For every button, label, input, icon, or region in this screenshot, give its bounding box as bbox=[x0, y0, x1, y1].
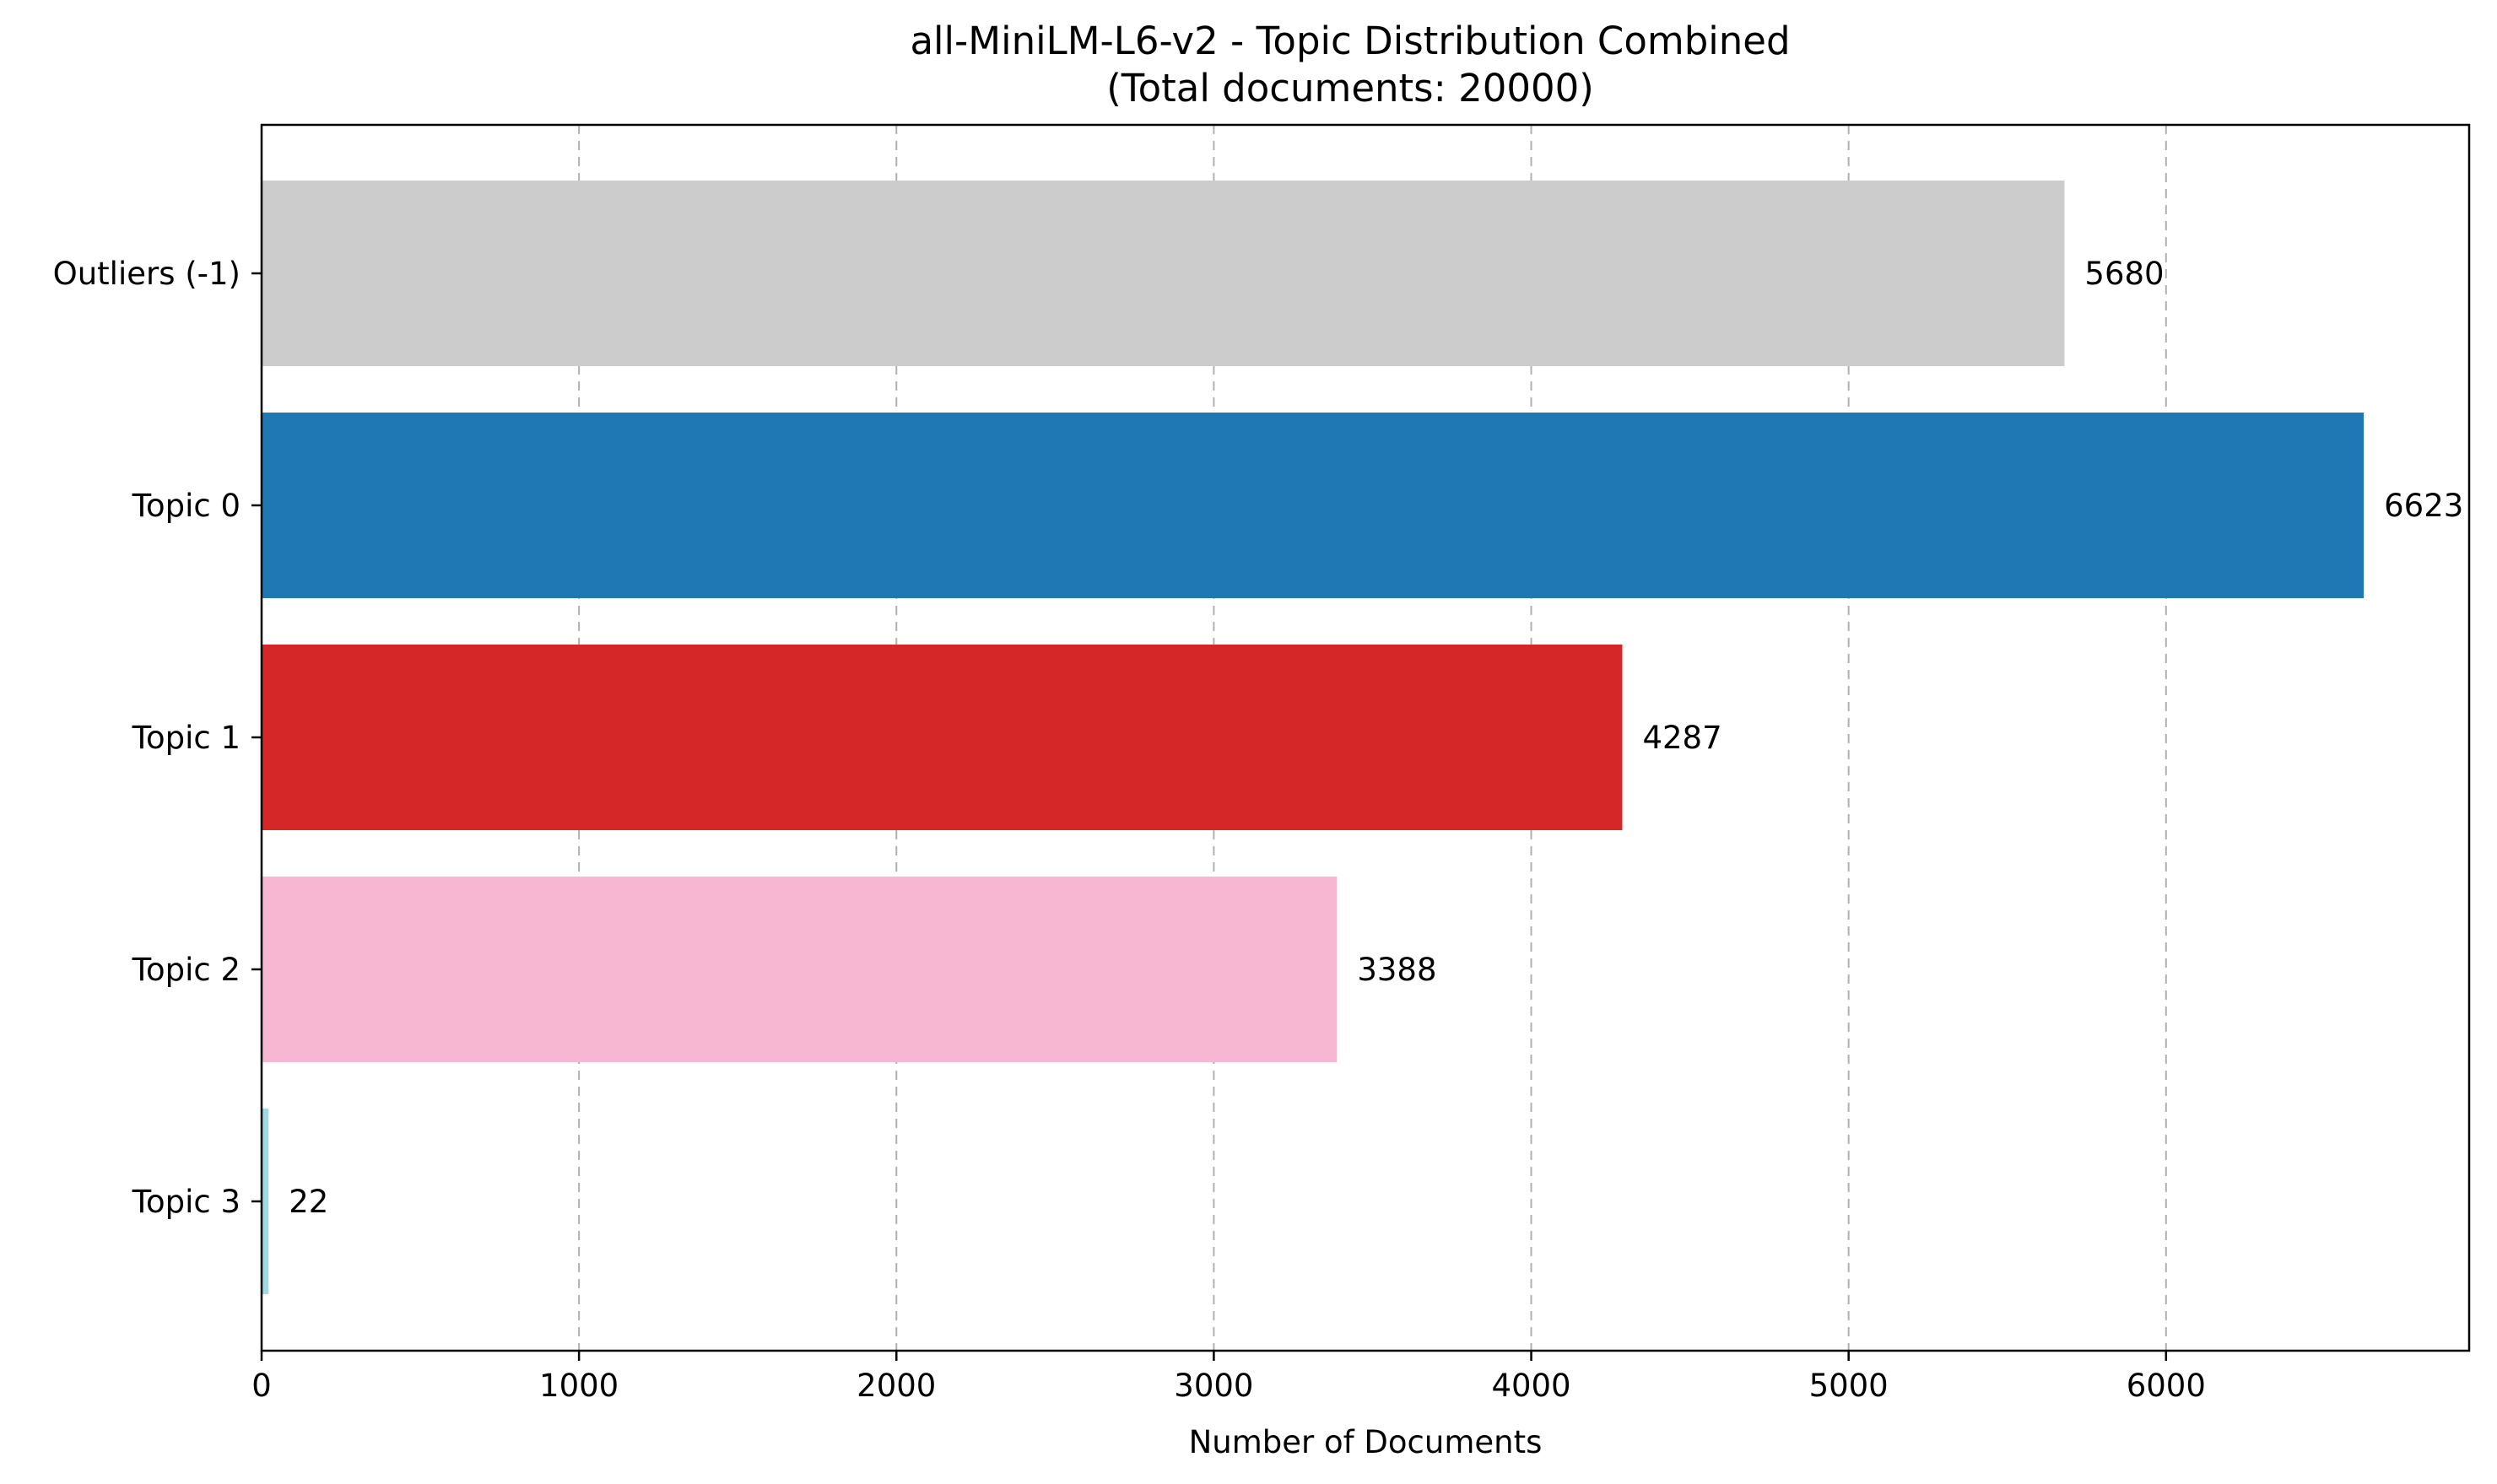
data-labels: 5680 6623 4287 3388 22 bbox=[289, 256, 2463, 1220]
bar bbox=[262, 645, 1623, 830]
chart-title: all-MiniLM-L6-v2 - Topic Distribution Co… bbox=[910, 19, 1790, 63]
chart-subtitle: (Total documents: 20000) bbox=[1106, 66, 1594, 111]
y-tick-label: Outliers (-1) bbox=[53, 256, 241, 292]
bar-value-label: 4287 bbox=[1642, 720, 1721, 756]
bars bbox=[262, 181, 2365, 1294]
y-tick-label: Topic 0 bbox=[132, 488, 241, 524]
y-tick-label: Topic 3 bbox=[132, 1184, 241, 1220]
bar bbox=[262, 413, 2365, 598]
y-tick-label: Topic 2 bbox=[132, 952, 241, 988]
y-tick-label: Topic 1 bbox=[132, 720, 241, 756]
bar-value-label: 5680 bbox=[2084, 256, 2164, 292]
x-axis-ticks: 0 1000 2000 3000 4000 5000 6000 bbox=[251, 1351, 2206, 1404]
x-tick-label: 1000 bbox=[539, 1368, 619, 1404]
bar-value-label: 6623 bbox=[2384, 488, 2463, 524]
x-tick-label: 3000 bbox=[1174, 1368, 1253, 1404]
x-tick-label: 2000 bbox=[857, 1368, 936, 1404]
x-tick-label: 5000 bbox=[1809, 1368, 1889, 1404]
x-tick-label: 4000 bbox=[1491, 1368, 1570, 1404]
bar bbox=[262, 181, 2065, 366]
bar bbox=[262, 1109, 269, 1294]
plot-frame bbox=[260, 123, 2471, 1352]
bar bbox=[262, 877, 1338, 1062]
y-axis-ticks: Outliers (-1) Topic 0 Topic 1 Topic 2 Topic … bbox=[53, 256, 262, 1220]
bar-value-label: 22 bbox=[289, 1184, 328, 1220]
bar-value-label: 3388 bbox=[1357, 952, 1436, 988]
x-tick-label: 6000 bbox=[2127, 1368, 2206, 1404]
x-tick-label: 0 bbox=[251, 1368, 272, 1404]
x-axis-label: Number of Documents bbox=[1189, 1424, 1543, 1460]
